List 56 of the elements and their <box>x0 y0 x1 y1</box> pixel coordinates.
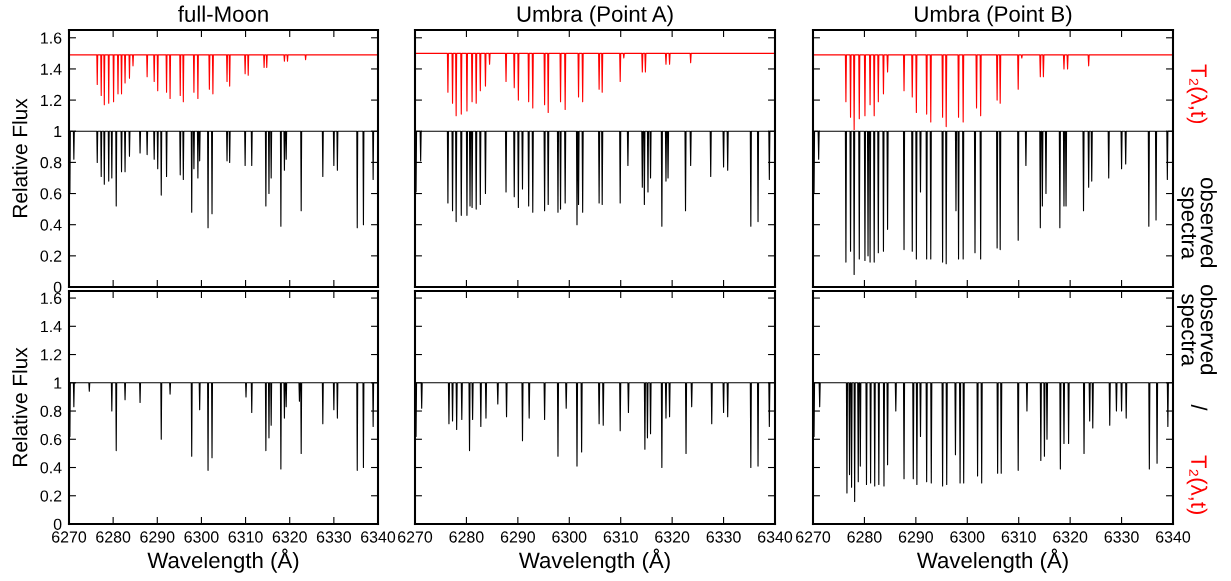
x-tick-label: 6300 <box>552 531 587 543</box>
y-tick-label: 0.8 <box>40 157 62 169</box>
chart-title: Umbra (Point B) <box>915 5 1072 27</box>
x-tick-label: 6310 <box>228 531 263 543</box>
x-tick-label: 6320 <box>272 531 307 543</box>
x-tick-label: 6290 <box>898 531 933 543</box>
y-tick-label: 0 <box>53 518 62 530</box>
y-tick-label: 1.6 <box>41 292 62 305</box>
x-tick-label: 6280 <box>96 531 131 543</box>
y-tick-label: 0.4 <box>40 462 62 474</box>
text: observed spectra <box>1177 285 1217 375</box>
x-tick-label: 6320 <box>1053 531 1088 543</box>
x-tick-label: 6330 <box>316 531 351 543</box>
x-tick-label: 6280 <box>449 531 484 543</box>
y-tick-label: 1.2 <box>41 94 62 106</box>
text: T₂(λ,t) <box>1186 455 1208 515</box>
x-axis-title: Wavelength (Å) <box>518 548 670 573</box>
x-tick-label: 6300 <box>184 531 219 543</box>
y-tick-label: 0.2 <box>40 490 62 502</box>
x-axis-title: Wavelength (Å) <box>147 548 299 573</box>
y-tick-label: 1.4 <box>41 321 62 333</box>
y-tick-label: 0.6 <box>40 433 62 446</box>
x-tick-label: 6310 <box>1001 531 1036 543</box>
x-tick-label: 6340 <box>758 531 793 543</box>
chart-title: full-Moon <box>178 5 268 22</box>
x-tick-label: 6280 <box>847 531 882 543</box>
x-tick-label: 6320 <box>655 531 690 543</box>
y-tick-label: 1.6 <box>41 32 62 44</box>
y-axis-title: Relative Flux <box>12 347 28 466</box>
x-tick-label: 6310 <box>603 531 638 543</box>
y-tick-label: 0 <box>53 281 62 293</box>
text: observed spectra <box>1177 177 1217 268</box>
y-tick-label: 1 <box>54 377 62 389</box>
x-tick-label: 6340 <box>361 531 396 543</box>
y-axis-title: Relative Flux <box>12 98 28 217</box>
x-tick-label: 6270 <box>398 531 433 543</box>
x-tick-label: 6340 <box>1156 531 1191 543</box>
y-tick-label: 1.2 <box>41 349 62 361</box>
x-tick-label: 6330 <box>706 531 741 543</box>
x-tick-label: 6270 <box>52 531 87 543</box>
text: T₂(λ,t) <box>1186 64 1208 124</box>
y-tick-label: 1.4 <box>41 63 62 75</box>
x-tick-label: 6290 <box>500 531 535 543</box>
chart-title: Umbra (Point A) <box>517 5 673 27</box>
x-tick-label: 6270 <box>796 531 831 543</box>
y-tick-label: 0.2 <box>40 250 62 262</box>
x-tick-label: 6330 <box>1104 531 1139 543</box>
x-axis-title: Wavelength (Å) <box>916 548 1068 573</box>
line-series <box>69 54 378 106</box>
x-tick-label: 6300 <box>950 531 985 543</box>
y-tick-label: 0.8 <box>40 405 62 417</box>
y-tick-label: 1 <box>54 126 62 138</box>
text: / <box>1191 404 1208 411</box>
y-tick-label: 0.6 <box>40 188 62 200</box>
y-tick-label: 0.4 <box>40 219 62 231</box>
x-tick-label: 6290 <box>140 531 175 543</box>
